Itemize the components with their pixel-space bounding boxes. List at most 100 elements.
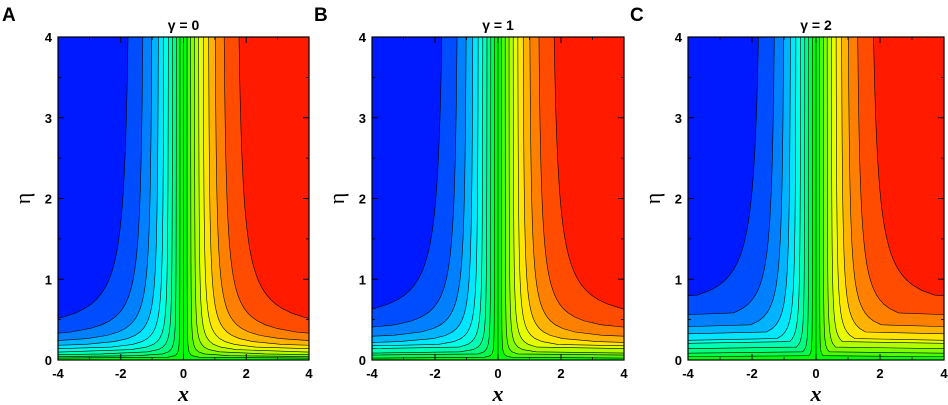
x-axis-label: x xyxy=(492,381,504,405)
contour-line xyxy=(372,37,467,337)
x-tick-label: 4 xyxy=(620,366,628,381)
contour-line xyxy=(529,37,624,337)
contour-band xyxy=(239,37,309,319)
contour-line xyxy=(190,37,309,357)
y-axis-label: η xyxy=(640,193,665,205)
contour-line xyxy=(372,37,484,349)
contour-area xyxy=(372,37,624,360)
contour-line xyxy=(203,37,309,349)
x-tick-label: 0 xyxy=(180,366,187,381)
panel-letter: B xyxy=(314,5,328,26)
contour-line xyxy=(372,37,492,356)
contour-band xyxy=(688,37,759,296)
y-tick-label: 2 xyxy=(359,192,366,207)
contour-line xyxy=(508,37,624,354)
x-tick-label: 2 xyxy=(876,366,883,381)
contour-line xyxy=(848,37,944,327)
contour-line xyxy=(372,37,443,310)
contour-line xyxy=(688,37,806,349)
contour-line xyxy=(688,37,801,344)
contour-line xyxy=(208,37,309,346)
y-tick-label: 4 xyxy=(45,30,53,45)
contour-line xyxy=(214,37,309,341)
x-tick-label: -4 xyxy=(52,366,64,381)
panel-title: γ = 1 xyxy=(482,17,514,33)
contour-line xyxy=(512,37,624,349)
contour-line xyxy=(372,37,488,354)
contour-line xyxy=(819,37,944,358)
contour-area xyxy=(58,37,309,360)
panel-a: -4 -2 0 2 4 0 1 2 3 4 x η γ = 0 A xyxy=(2,5,313,405)
contour-line xyxy=(58,37,181,359)
y-tick-label: 2 xyxy=(675,192,682,207)
contour-line xyxy=(58,37,169,353)
contour-line xyxy=(504,37,624,356)
x-tick-label: -2 xyxy=(429,366,441,381)
contour-band xyxy=(372,37,442,309)
y-tick-label: 2 xyxy=(45,192,52,207)
contour-line xyxy=(194,37,309,355)
contour-line xyxy=(688,37,791,335)
contour-band xyxy=(554,37,624,309)
contour-line xyxy=(198,37,309,353)
contour-line xyxy=(857,37,944,315)
x-tick-label: -4 xyxy=(682,366,694,381)
contour-line xyxy=(826,37,944,349)
contour-area xyxy=(688,37,944,360)
contour-line xyxy=(831,37,944,344)
y-tick-label: 1 xyxy=(359,272,366,287)
x-axis-label: x xyxy=(177,381,189,405)
contour-line xyxy=(873,37,944,296)
contour-line xyxy=(58,37,173,355)
x-tick-label: -2 xyxy=(115,366,127,381)
contour-line xyxy=(841,37,944,335)
contour-line xyxy=(58,37,129,319)
contour-line xyxy=(58,37,153,341)
panel-letter: A xyxy=(2,5,16,26)
x-tick-label: -2 xyxy=(746,366,758,381)
contour-line xyxy=(372,37,474,343)
y-tick-label: 3 xyxy=(675,111,682,126)
y-tick-label: 1 xyxy=(675,272,682,287)
contour-line xyxy=(688,37,784,327)
contour-line xyxy=(372,37,458,328)
contour-line xyxy=(238,37,309,319)
contour-line xyxy=(372,37,495,359)
panel-title: γ = 2 xyxy=(800,17,832,33)
y-tick-label: 3 xyxy=(45,111,52,126)
y-tick-label: 0 xyxy=(359,353,366,368)
contour-line xyxy=(522,37,624,343)
x-tick-label: 2 xyxy=(243,366,250,381)
panel-c: -4 -2 0 2 4 0 1 2 3 4 x η γ = 2 C xyxy=(630,5,948,405)
contour-line xyxy=(501,37,624,359)
contour-line xyxy=(58,37,177,357)
contour-line xyxy=(688,37,797,341)
contour-band xyxy=(873,37,944,296)
x-tick-label: 2 xyxy=(557,366,564,381)
y-axis-label: η xyxy=(10,193,35,205)
x-axis-label: x xyxy=(810,381,822,405)
y-axis-label: η xyxy=(324,193,349,205)
contour-line xyxy=(58,37,164,349)
contour-line xyxy=(822,37,944,354)
contour-line xyxy=(835,37,944,341)
contour-line xyxy=(58,37,144,334)
contour-band xyxy=(58,37,128,319)
y-tick-label: 0 xyxy=(675,353,682,368)
contour-line xyxy=(372,37,479,347)
y-tick-label: 0 xyxy=(45,353,52,368)
contour-line xyxy=(58,37,159,346)
x-tick-label: 4 xyxy=(305,366,313,381)
x-tick-label: -4 xyxy=(366,366,378,381)
contour-line xyxy=(688,37,759,296)
y-tick-label: 1 xyxy=(45,272,52,287)
x-tick-label: 0 xyxy=(812,366,819,381)
contour-line xyxy=(517,37,624,347)
contour-line xyxy=(688,37,813,358)
y-tick-label: 4 xyxy=(675,30,683,45)
panel-letter: C xyxy=(630,5,644,26)
contour-line xyxy=(538,37,624,328)
contour-line xyxy=(688,37,810,354)
x-tick-label: 0 xyxy=(494,366,501,381)
